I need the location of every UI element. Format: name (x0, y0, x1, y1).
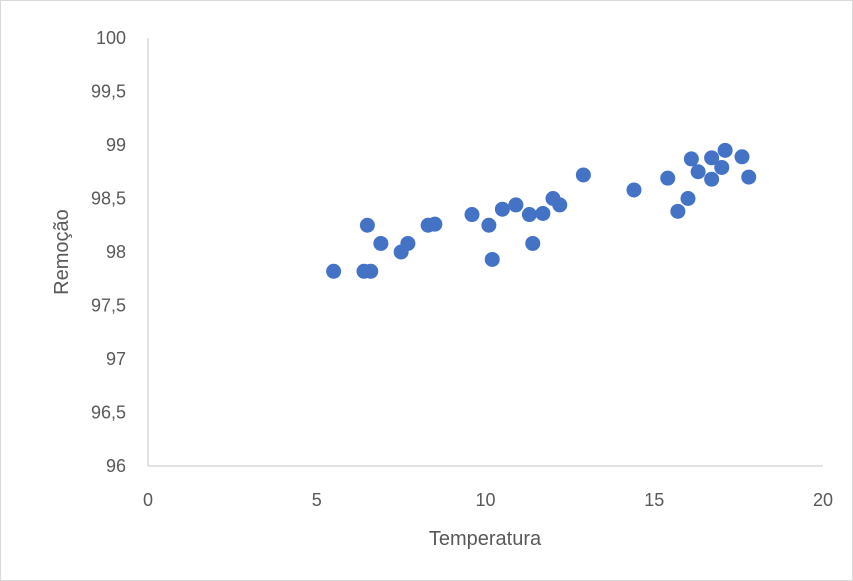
y-tick-label: 99,5 (91, 82, 126, 102)
y-tick-label: 96 (106, 456, 126, 476)
data-point (704, 150, 720, 166)
x-tick-label: 20 (813, 490, 833, 510)
x-tick-labels: 0 5 10 15 20 (143, 490, 833, 510)
y-tick-label: 99 (106, 135, 126, 155)
data-point (680, 191, 696, 206)
data-point (717, 142, 733, 158)
data-point (552, 197, 568, 213)
data-points (326, 142, 757, 279)
y-tick-label: 96,5 (91, 403, 126, 423)
data-point (363, 263, 379, 279)
data-point (326, 263, 342, 279)
axes (147, 38, 823, 467)
y-tick-label: 98,5 (91, 189, 126, 209)
x-tick-label: 5 (312, 490, 322, 510)
data-point (508, 197, 524, 213)
x-tick-label: 0 (143, 490, 153, 510)
y-tick-label: 100 (96, 28, 126, 48)
data-point (427, 216, 443, 232)
data-point (481, 217, 497, 233)
data-point (525, 235, 541, 251)
y-tick-label: 98 (106, 242, 126, 262)
data-point (373, 235, 389, 251)
data-point (683, 151, 699, 167)
data-point (741, 169, 757, 185)
data-point (714, 159, 730, 175)
data-point (535, 205, 551, 221)
data-point (660, 170, 676, 186)
data-point (626, 182, 642, 198)
data-point (670, 203, 686, 219)
data-point (359, 217, 375, 233)
x-tick-label: 10 (475, 490, 495, 510)
x-tick-label: 15 (644, 490, 664, 510)
data-point (484, 251, 500, 267)
data-point (575, 167, 591, 183)
data-point (400, 235, 416, 251)
y-tick-label: 97 (106, 349, 126, 369)
data-point (521, 207, 537, 223)
data-point (464, 207, 480, 223)
x-axis-title: Temperatura (429, 528, 542, 550)
y-tick-labels: 96 96,5 97 97,5 98 98,5 99 99,5 100 (91, 28, 126, 476)
data-point (704, 171, 720, 187)
y-tick-label: 97,5 (91, 296, 126, 316)
data-point (734, 149, 750, 165)
data-point (494, 201, 510, 217)
data-point (690, 164, 706, 180)
y-axis-title: Remoção (51, 209, 73, 295)
